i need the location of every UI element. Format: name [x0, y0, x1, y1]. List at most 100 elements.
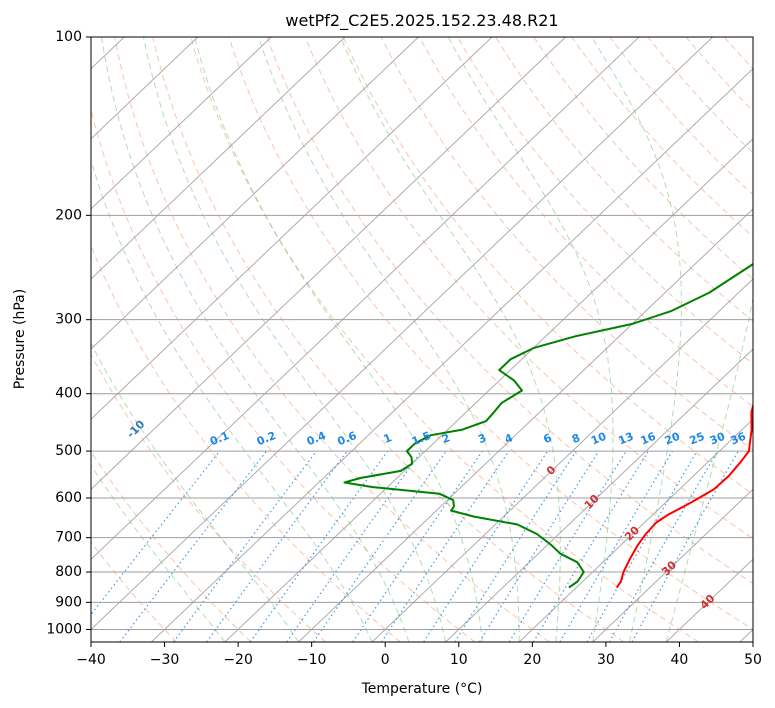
dry-adiabat-line	[91, 353, 327, 642]
mixing-ratio-line	[119, 450, 268, 642]
moist-adiabat-line	[91, 342, 299, 642]
mixing-ratio-label: 3	[476, 431, 488, 446]
x-axis-ticks: −40 −30 −20 −10 0 10 20 30 40 50	[76, 642, 762, 668]
isotherm-line	[445, 348, 753, 642]
dry-adiabat-line	[457, 37, 753, 365]
mixing-ratio-line	[423, 450, 549, 642]
y-tick-label: 300	[55, 312, 82, 328]
dry-adiabat-line	[342, 37, 753, 495]
mixing-ratio-label: 0.1	[208, 429, 231, 448]
mixing-ratio-line	[478, 450, 600, 642]
mixing-ratio-line	[352, 450, 483, 642]
y-tick-label: 200	[55, 207, 82, 223]
plot-area: -100-90-80-70-60-50-40-30-20-100.10.20.4…	[0, 37, 775, 642]
dry-adiabat-line	[266, 37, 753, 585]
dry-adiabat-line	[723, 37, 753, 70]
y-tick-label: 800	[55, 564, 82, 580]
mixing-ratio-line	[313, 450, 447, 642]
mixing-ratio-line	[631, 450, 739, 642]
x-tick-label: −40	[76, 652, 106, 668]
mixing-ratio-label: 6	[542, 431, 554, 446]
mixing-ratio-label: 0.4	[305, 429, 328, 448]
x-axis-label: Temperature (°C)	[361, 681, 483, 697]
mixing-ratio-label: 25	[687, 430, 706, 448]
mixing-ratio-label: 1	[382, 431, 394, 446]
y-axis-ticks: 100 200 300 400 500 600 700 800 900 1000	[46, 29, 91, 637]
x-tick-label: −30	[150, 652, 180, 668]
series-layer	[343, 262, 753, 589]
dry-adiabat-label: -30	[0, 361, 2, 384]
moist-adiabat-line	[143, 37, 447, 642]
y-tick-label: 100	[55, 29, 82, 45]
moist-adiabat-line	[101, 37, 410, 642]
isotherm-line	[91, 37, 640, 561]
mixing-ratio-line	[91, 450, 221, 616]
mixing-ratio-line	[508, 450, 627, 642]
dry-adiabat-line	[418, 37, 753, 408]
isotherm-line	[91, 37, 566, 490]
dry-adiabat-line	[762, 37, 775, 642]
mixing-ratio-line	[206, 450, 348, 642]
x-tick-label: 20	[523, 652, 541, 668]
y-tick-label: 400	[55, 386, 82, 402]
dry-adiabat-line	[91, 107, 476, 642]
mixing-ratio-label: 10	[589, 430, 608, 448]
background-lines	[91, 37, 775, 642]
moist-adiabat-line	[665, 296, 753, 642]
dry-adiabat-line	[228, 37, 753, 630]
mixing-ratio-line	[559, 450, 674, 642]
mixing-ratio-label: 0.2	[255, 429, 278, 448]
dry-adiabat-line	[380, 37, 753, 451]
moist-adiabat-line	[258, 37, 520, 642]
dewpoint-profile-line	[343, 262, 753, 589]
line-labels: -100-90-80-70-60-50-40-30-20-100.10.20.4…	[0, 361, 748, 612]
dry-adiabat-line	[685, 37, 753, 112]
y-tick-label: 1000	[46, 621, 82, 637]
mixing-ratio-line	[286, 450, 422, 642]
x-tick-label: 10	[450, 652, 468, 668]
x-tick-label: −10	[297, 652, 327, 668]
isotherm-line	[371, 278, 753, 642]
dry-adiabat-line	[533, 37, 753, 280]
mixing-ratio-label: 8	[570, 431, 582, 446]
mixing-ratio-line	[381, 450, 510, 642]
mixing-ratio-label: 13	[616, 430, 635, 448]
dry-adiabat-line	[114, 37, 550, 642]
isotherm-line	[151, 67, 753, 642]
mixing-ratio-label: 36	[729, 430, 748, 448]
x-tick-label: 0	[381, 652, 390, 668]
mixing-ratio-label: 0.6	[336, 429, 359, 448]
dry-adiabat-label: -10	[124, 417, 147, 440]
dry-adiabat-line	[152, 37, 625, 642]
isotherm-line	[91, 37, 714, 631]
dry-adiabat-line	[91, 450, 252, 642]
y-tick-label: 500	[55, 443, 82, 459]
mixing-ratio-label: 30	[708, 430, 727, 448]
isotherm-line	[592, 488, 753, 642]
mixing-ratio-label: 2	[440, 431, 452, 446]
mixing-ratio-label: 1.5	[410, 429, 433, 448]
dry-adiabat-line	[91, 244, 401, 642]
x-tick-label: −20	[223, 652, 253, 668]
x-tick-label: 50	[744, 652, 762, 668]
isotherm-line	[91, 37, 346, 280]
moist-adiabat-line	[447, 37, 614, 642]
dry-adiabat-line	[304, 37, 753, 540]
y-tick-label: 600	[55, 490, 82, 506]
moist-adiabat-line	[340, 37, 561, 642]
y-tick-label: 900	[55, 594, 82, 610]
x-tick-label: 30	[597, 652, 615, 668]
mixing-ratio-line	[249, 450, 389, 642]
isotherm-line	[739, 628, 753, 642]
x-tick-label: 40	[671, 652, 689, 668]
isotherm-line	[91, 37, 199, 140]
mixing-ratio-label: 16	[639, 430, 658, 448]
mixing-ratio-label: 20	[663, 430, 682, 448]
isotherm-line	[91, 37, 419, 350]
plot-frame	[90, 36, 754, 643]
moist-adiabat-line	[591, 37, 682, 642]
isotherm-line	[91, 37, 272, 210]
isotherm-line	[91, 37, 493, 420]
moist-adiabat-line	[194, 37, 483, 642]
